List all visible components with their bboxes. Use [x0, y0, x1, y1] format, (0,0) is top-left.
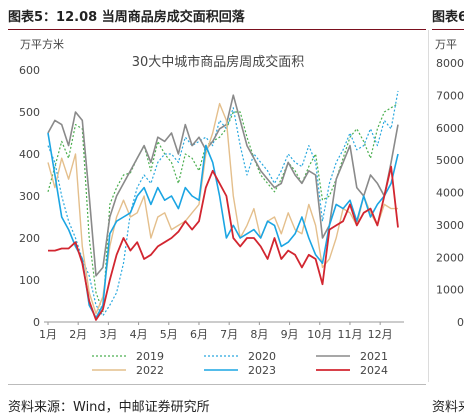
right-panel-fragment: 万平 8000 7000 6000 5000 4000 3000 2000 1000 0	[435, 38, 464, 329]
x-tick-label: 9月	[281, 328, 299, 341]
left-panel-header: 图表5：12.08 当周商品房成交面积回落	[8, 10, 245, 25]
chart-area: 0 100 200 300 400 500 600 1月 2月 3月 4月 5月 6月 7月 8月 9月 10月…	[19, 37, 404, 377]
left-panel-source: 资料来源：Wind，中邮证券研究所	[8, 400, 210, 415]
footer-rule	[8, 384, 426, 385]
legend-label-2024: 2024	[360, 364, 388, 377]
right-tick-label: 5000	[436, 154, 464, 167]
y-axis-unit: 万平方米	[20, 37, 64, 51]
x-tick-label: 7月	[220, 328, 238, 341]
right-tick-label: 8000	[436, 57, 464, 70]
y-tick-label: 200	[19, 232, 40, 245]
axes-layer	[44, 321, 404, 325]
x-tick-label: 2月	[69, 328, 87, 341]
x-tick-label: 12月	[368, 328, 393, 341]
x-tick-label: 6月	[190, 328, 208, 341]
right-tick-label: 3000	[436, 219, 464, 232]
x-tick-label: 1月	[39, 328, 57, 341]
y-tick-label: 100	[19, 274, 40, 287]
series-line-2023	[47, 132, 399, 319]
right-tick-labels: 8000 7000 6000 5000 4000 3000 2000 1000 0	[436, 57, 464, 329]
y-tick-label: 0	[33, 316, 40, 329]
chart-title: 30大中城市商品房周成交面积	[132, 54, 305, 70]
series-line-2019	[47, 103, 399, 313]
x-tick-label: 4月	[130, 328, 148, 341]
series-line-2022	[47, 102, 398, 315]
y-tick-label: 300	[19, 190, 40, 203]
right-tick-label: 6000	[436, 122, 464, 135]
series-line-2021	[47, 94, 399, 277]
right-tick-label: 4000	[436, 187, 464, 200]
series-line-2024	[48, 165, 399, 321]
x-tick-label: 3月	[99, 328, 117, 341]
legend-label-2021: 2021	[360, 350, 388, 363]
x-tick-label: 8月	[250, 328, 268, 341]
y-tick-label: 400	[19, 148, 40, 161]
right-tick-label: 0	[457, 316, 464, 329]
right-unit-fragment: 万平	[435, 38, 457, 51]
y-tick-label: 500	[19, 106, 40, 119]
right-tick-label: 1000	[436, 284, 464, 297]
legend-label-2020: 2020	[248, 350, 276, 363]
series-line-2020	[47, 90, 399, 317]
legend-label-2022: 2022	[136, 364, 164, 377]
legend: 2019 2020 2021 2022 2023 2024	[92, 350, 388, 377]
x-tick-label: 5月	[160, 328, 178, 341]
right-tick-label: 7000	[436, 89, 464, 102]
right-panel-source-fragment: 资料来	[432, 400, 464, 415]
header-rule-right	[432, 29, 464, 30]
x-tick-label: 10月	[307, 328, 332, 341]
right-tick-label: 2000	[436, 251, 464, 264]
header-rule	[8, 29, 426, 30]
legend-label-2023: 2023	[248, 364, 276, 377]
series-lines	[47, 90, 399, 321]
legend-label-2019: 2019	[136, 350, 164, 363]
right-panel-header-fragment: 图表6	[432, 10, 464, 25]
tick-labels: 0 100 200 300 400 500 600 1月 2月 3月 4月 5月 6月 7月 8月 9月 10月…	[19, 64, 393, 341]
y-tick-label: 600	[19, 64, 40, 77]
x-tick-label: 11月	[337, 328, 362, 341]
panel-separator	[428, 30, 429, 382]
